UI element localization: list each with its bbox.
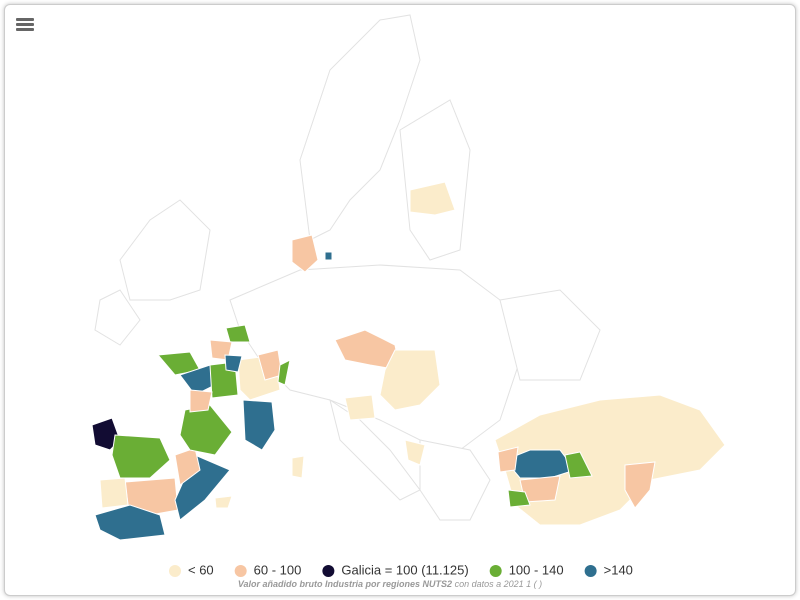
region xyxy=(497,446,519,473)
region xyxy=(291,455,305,479)
legend-item[interactable]: >140 xyxy=(584,562,633,577)
legend-swatch xyxy=(584,565,597,577)
legend-item[interactable]: < 60 xyxy=(169,562,214,577)
region xyxy=(174,447,201,486)
legend-label: >140 xyxy=(604,562,633,577)
legend-label: Galicia = 100 (11.125) xyxy=(341,562,468,577)
legend-label: 100 - 140 xyxy=(509,562,564,577)
region xyxy=(277,359,291,386)
menu-button[interactable] xyxy=(16,18,34,31)
region xyxy=(242,399,276,451)
legend-swatch xyxy=(169,565,181,577)
region xyxy=(404,439,426,466)
region xyxy=(291,234,319,273)
legend-item[interactable]: Galicia = 100 (11.125) xyxy=(322,562,469,577)
region xyxy=(324,251,333,261)
legend-swatch xyxy=(322,565,335,577)
caption-title: Valor añadido bruto Industria por region… xyxy=(238,579,452,589)
region xyxy=(507,489,531,508)
regions xyxy=(91,181,726,541)
region xyxy=(624,461,656,509)
caption: Valor añadido bruto Industria por region… xyxy=(238,579,542,589)
legend-item[interactable]: 100 - 140 xyxy=(489,562,564,577)
legend-swatch xyxy=(234,565,247,577)
europe-outline xyxy=(94,14,601,521)
region xyxy=(111,434,171,479)
legend-label: 60 - 100 xyxy=(254,562,302,577)
region xyxy=(344,394,376,421)
caption-note: con datos a 2021 1 ( ) xyxy=(455,579,543,589)
region xyxy=(99,477,129,509)
legend-label: < 60 xyxy=(188,562,214,577)
region xyxy=(189,389,213,413)
region xyxy=(224,354,243,373)
region xyxy=(409,181,456,216)
region xyxy=(94,504,166,541)
legend-item[interactable]: 60 - 100 xyxy=(234,562,302,577)
region xyxy=(179,404,233,456)
legend: < 60 60 - 100 Galicia = 100 (11.125) 100 - … xyxy=(169,562,633,577)
region xyxy=(225,324,251,343)
region xyxy=(564,451,593,479)
region xyxy=(379,349,441,411)
region xyxy=(214,495,233,509)
legend-swatch xyxy=(489,565,502,577)
